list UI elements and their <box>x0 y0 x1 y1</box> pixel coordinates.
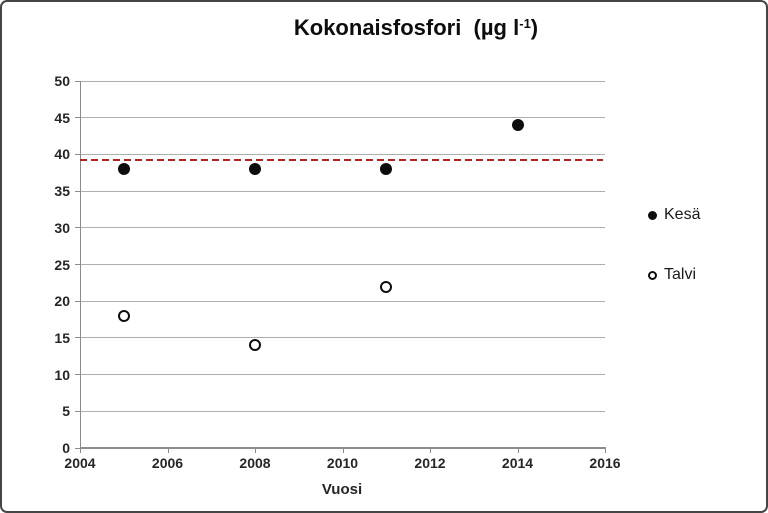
y-axis-tick-label: 20 <box>54 293 70 310</box>
y-axis-tick <box>75 153 80 155</box>
y-axis-tick <box>75 300 80 302</box>
gridline <box>80 264 605 265</box>
y-axis-line <box>80 81 81 448</box>
y-axis-tick <box>75 264 80 265</box>
data-point-kesä <box>380 163 393 176</box>
data-point-talvi <box>249 339 261 352</box>
legend-label-kesa: Kesä <box>664 206 701 223</box>
x-axis-line <box>80 447 606 449</box>
y-axis-tick-label: 35 <box>54 183 70 200</box>
chart-title-text: Kokonaisfosfori (µg l <box>293 15 520 40</box>
gridline <box>80 80 605 82</box>
legend-item-kesa: Kesä <box>648 206 700 224</box>
open-circle-icon <box>648 270 657 280</box>
y-axis-tick-label: 10 <box>54 366 70 383</box>
y-axis-tick <box>75 374 80 376</box>
chart-title-suffix: ) <box>530 15 539 40</box>
x-axis-tick-label: 2006 <box>151 455 184 471</box>
x-axis-tick <box>80 449 81 453</box>
x-axis-tick-label: 2008 <box>239 455 271 471</box>
x-axis-title: Vuosi <box>321 481 363 498</box>
x-axis-tick <box>430 449 431 453</box>
data-point-kesä <box>511 119 524 132</box>
y-axis-tick-label: 5 <box>62 403 70 420</box>
y-axis-tick <box>75 337 80 339</box>
x-axis-tick <box>517 449 519 453</box>
gridline <box>80 190 605 192</box>
x-axis-tick <box>167 449 169 453</box>
y-axis-tick <box>75 227 80 229</box>
gridline <box>80 410 605 412</box>
y-axis-tick-label: 25 <box>54 256 70 273</box>
data-point-kesä <box>117 163 130 176</box>
y-axis-tick-label: 40 <box>54 146 70 163</box>
y-axis-tick-label: 50 <box>54 73 70 89</box>
gridline <box>80 300 605 302</box>
x-axis-tick-label: 2010 <box>326 455 359 471</box>
filled-circle-icon <box>648 210 657 220</box>
y-axis-tick-label: 15 <box>54 329 70 346</box>
gridline <box>80 117 605 119</box>
chart-title: Kokonaisfosfori (µg l-1) <box>294 15 538 41</box>
x-axis-tick <box>255 449 256 453</box>
y-axis-tick-label: 45 <box>54 109 70 126</box>
gridline <box>80 337 605 339</box>
data-point-talvi <box>380 280 393 293</box>
x-axis-tick-label: 2012 <box>414 455 446 471</box>
y-axis-tick <box>75 410 80 412</box>
x-axis-tick <box>342 449 344 453</box>
chart-title-superscript: -1 <box>519 16 531 31</box>
data-point-kesä <box>249 163 261 176</box>
y-axis-tick-label: 30 <box>54 219 70 236</box>
gridline <box>80 153 605 155</box>
legend-label-talvi: Talvi <box>664 266 697 283</box>
y-axis-tick-label: 0 <box>62 440 70 456</box>
y-axis-tick <box>75 117 80 119</box>
x-axis-tick-label: 2016 <box>589 455 621 471</box>
reference-line <box>80 158 603 161</box>
legend-item-talvi: Talvi <box>648 266 700 284</box>
data-point-talvi <box>117 309 130 322</box>
gridline <box>80 374 605 376</box>
y-axis-tick <box>75 447 80 449</box>
y-axis-tick <box>75 80 80 82</box>
legend: Kesä Talvi <box>648 206 700 284</box>
x-axis-tick-label: 2014 <box>501 455 534 471</box>
x-axis-tick-label: 2004 <box>64 455 96 471</box>
y-axis-tick <box>75 190 80 192</box>
gridline <box>80 227 605 229</box>
x-axis-tick <box>605 449 606 453</box>
